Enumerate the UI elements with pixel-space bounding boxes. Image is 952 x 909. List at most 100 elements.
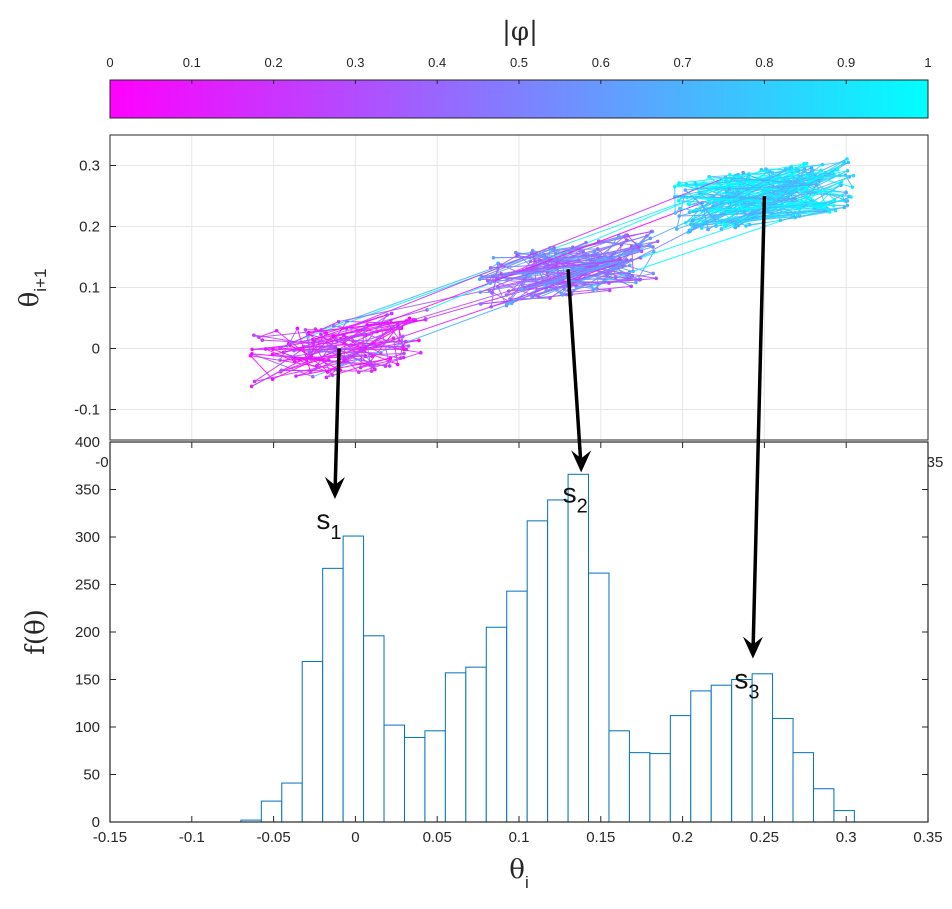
trajectory-segment: [254, 355, 373, 382]
trajectory-point: [249, 384, 254, 389]
colorbar-gradient: [109, 79, 929, 119]
colorbar-tick-label: 0.5: [510, 55, 528, 70]
histogram-bar: [506, 590, 528, 823]
trajectory-segment: [308, 319, 416, 334]
trajectory-segment: [400, 336, 404, 359]
trajectory-point: [607, 288, 612, 293]
histogram-ytick-label: 250: [75, 577, 100, 594]
trajectory-segment: [804, 170, 835, 201]
histogram-xlabel: θi: [509, 855, 528, 892]
histogram-bar: [669, 715, 692, 823]
trajectory-point: [417, 338, 421, 343]
trajectory-segment: [696, 181, 796, 189]
trajectory-point: [336, 319, 341, 324]
trajectory-point: [404, 347, 408, 352]
trajectory-point: [629, 284, 634, 289]
histogram-xtick-label: 0.2: [672, 829, 693, 846]
scatter-ylabel-main: θ: [15, 292, 45, 308]
annotation-arrow-head: [571, 450, 592, 473]
histogram-bar: [608, 730, 630, 823]
trajectory-segment: [773, 170, 806, 206]
trajectory-segment: [516, 254, 657, 279]
annotation-label-main: s: [563, 477, 577, 508]
trajectory-segment: [426, 196, 697, 311]
trajectory-segment: [509, 297, 550, 300]
trajectory-segment: [530, 260, 547, 265]
histogram-ytick-label: 200: [75, 624, 100, 641]
histogram-bar: [281, 782, 303, 823]
trajectory-point: [374, 344, 379, 349]
trajectory-segment: [501, 259, 580, 275]
scatter-ylabel-sub: i+1: [31, 269, 50, 292]
histogram-ytick-label: 100: [75, 719, 100, 736]
trajectory-segment: [699, 193, 825, 205]
histogram-bar: [649, 753, 671, 823]
trajectory-segment: [272, 354, 329, 361]
trajectory-segment: [762, 198, 796, 205]
trajectory-segment: [676, 196, 685, 230]
trajectory-point: [311, 374, 315, 379]
trajectory-segment: [253, 334, 401, 359]
histogram-bar: [772, 717, 794, 823]
annotation-arrow-shaft: [751, 195, 767, 655]
histogram-bar: [792, 752, 814, 823]
trajectory-point: [505, 277, 510, 282]
histogram-ytick-label: 400: [75, 434, 100, 451]
histogram-xlabel-sub: i: [525, 873, 529, 892]
trajectory-segment: [380, 202, 703, 325]
colorbar-tick-label: 0.1: [183, 55, 201, 70]
histogram-axes: -0.15 -0.1 -0.05 0 0.05 0.1 0.15 0.2 0.25 0.3 0.35…: [21, 434, 943, 892]
histogram-xtick-label: -0.1: [179, 829, 205, 846]
histogram-frame: [109, 441, 929, 823]
histogram-ytick-label: 150: [75, 672, 100, 689]
trajectory-point: [406, 344, 411, 348]
trajectory-segment: [481, 247, 555, 278]
scatter-ytick-label: 0.1: [79, 280, 100, 297]
annotation-arrow-head: [742, 636, 763, 659]
trajectory-segment: [679, 183, 804, 217]
trajectory-segment: [308, 333, 366, 349]
trajectory-point: [401, 355, 406, 360]
trajectory-segment: [711, 163, 805, 211]
trajectory-segment: [531, 283, 573, 298]
colorbar-tick-label: 0.8: [755, 55, 773, 70]
trajectory-segment: [721, 163, 805, 180]
trajectory-segment: [844, 174, 853, 188]
trajectory-point: [369, 369, 374, 373]
histogram-ytick-label: 0: [92, 814, 100, 831]
trajectory-segment: [674, 180, 785, 188]
histogram-xtick-label: -0.15: [93, 829, 127, 846]
colorbar-tick-label: 1: [924, 55, 931, 70]
annotation-label-sub: 2: [577, 495, 588, 517]
trajectory-segment: [523, 269, 641, 280]
histogram-ylabel: f(θ): [21, 609, 51, 655]
scatter-ytick-label: 0.3: [79, 158, 100, 175]
trajectory-segment: [500, 255, 518, 266]
annotation-label-sub: 1: [330, 522, 341, 544]
scatter-frame: [109, 134, 929, 441]
trajectory-segment: [805, 186, 843, 197]
trajectory-point: [395, 362, 400, 367]
trajectory-segment: [262, 339, 403, 348]
trajectory-segment: [363, 328, 373, 372]
annotation-label-main: s: [316, 504, 330, 535]
trajectory-segment: [321, 247, 551, 331]
trajectory-segment: [569, 283, 585, 293]
scatter-xtick-clipped-right: 35: [927, 454, 944, 471]
scatter-xtick-clipped-left: -0.: [95, 454, 113, 471]
trajectory-segment: [251, 369, 282, 387]
histogram-bar: [424, 730, 446, 823]
trajectory-segment: [295, 345, 377, 377]
trajectory-point: [397, 326, 402, 331]
annotation-arrow-shaft: [333, 348, 341, 496]
trajectory-segment: [289, 344, 341, 371]
colorbar-tick-label: 0.3: [346, 55, 364, 70]
annotation-label: s1: [316, 504, 341, 544]
histogram-bar: [465, 666, 487, 823]
annotation-label: s2: [563, 477, 588, 517]
histogram-xtick-label: 0: [351, 829, 359, 846]
trajectory-segment: [736, 199, 835, 225]
histogram-bar: [383, 724, 405, 823]
histogram-bar: [444, 672, 467, 823]
